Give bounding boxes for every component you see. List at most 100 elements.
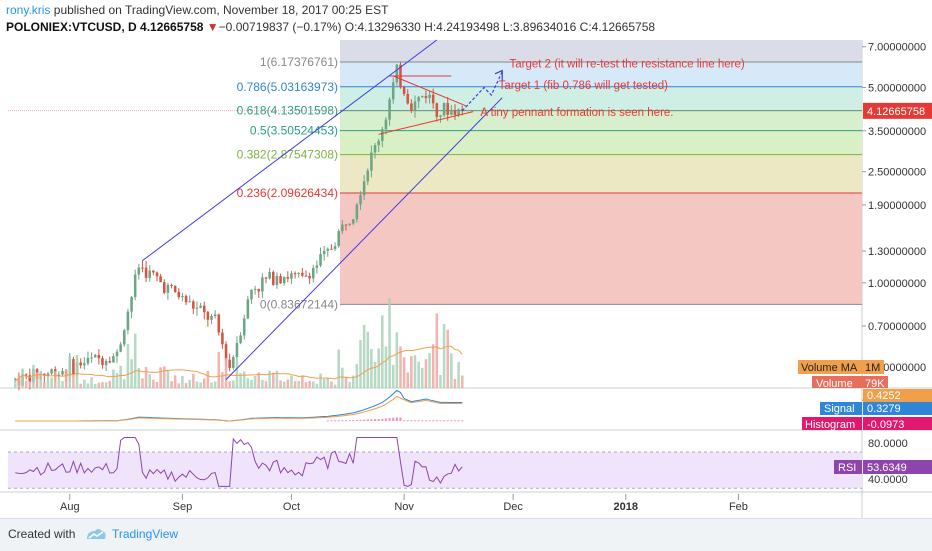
volume-bar — [35, 372, 39, 388]
price-axis-label: 7.00000000 — [868, 42, 926, 54]
candle-body — [224, 344, 228, 360]
last-price-tag-label: 4.12665758 — [867, 106, 925, 118]
candle-body — [330, 248, 333, 250]
candle-body — [253, 288, 257, 290]
candle-body — [406, 94, 410, 104]
candle-body — [268, 272, 271, 279]
volume-bar — [115, 373, 119, 388]
annotation-target-2: Target 2 (it will re-test the resistance… — [509, 58, 744, 70]
volume-bar — [61, 381, 64, 388]
candle-body — [184, 296, 188, 303]
publisher-username[interactable]: rony.kris — [6, 3, 51, 17]
candle-body — [192, 301, 195, 309]
volume-bar — [126, 343, 130, 388]
candle-body — [351, 219, 355, 224]
candle-body — [93, 355, 97, 358]
volume-bar — [162, 366, 166, 388]
channel-upper-line — [142, 39, 438, 262]
publish-info: published on TradingView.com, November 1… — [50, 3, 389, 17]
candle-body — [388, 99, 391, 120]
candle-body — [206, 312, 210, 320]
macd-histogram-bar — [432, 420, 435, 422]
volume-bar — [75, 354, 79, 388]
candle-body — [290, 273, 293, 279]
candle-body — [355, 204, 359, 220]
volume-bar — [90, 377, 93, 388]
volume-bar — [381, 315, 384, 388]
price-axis-label: 2.50000000 — [868, 167, 926, 179]
volume-bar — [32, 365, 35, 388]
volume-bar — [192, 373, 195, 388]
candle-body — [431, 94, 435, 104]
signal-value: 0.3279 — [867, 403, 901, 415]
candle-body — [152, 270, 155, 273]
volume-bar — [188, 379, 191, 388]
volume-bar — [261, 379, 264, 388]
volume-bar — [97, 382, 101, 388]
candle-body — [126, 311, 130, 331]
candle-body — [413, 101, 417, 111]
volume-bar — [359, 340, 362, 388]
candle-body — [301, 272, 304, 276]
volume-bar — [399, 346, 402, 388]
volume-bar — [439, 375, 442, 388]
candle-body — [381, 129, 384, 141]
last-price-tag — [863, 102, 932, 119]
macd-histogram-bar — [370, 419, 373, 421]
candle-body — [319, 254, 322, 266]
candle-body — [446, 103, 449, 115]
histogram-value-tag — [863, 417, 932, 430]
candle-body — [366, 170, 370, 182]
volume-bar — [311, 381, 315, 388]
last-price: 4.12665758 — [140, 20, 204, 34]
volume-bar — [460, 375, 464, 388]
time-axis-label: Sep — [173, 501, 193, 513]
macd-histogram-bar — [428, 420, 431, 422]
candle-body — [282, 277, 286, 284]
candle-body — [173, 285, 177, 292]
macd-histogram-bar — [424, 420, 428, 422]
candle-body — [442, 103, 446, 116]
macd-histogram-bar — [450, 420, 453, 422]
candle-body — [155, 272, 159, 277]
candle-body — [341, 224, 344, 232]
volume-bar — [112, 369, 115, 388]
candle-body — [72, 359, 75, 375]
volume-bar — [170, 381, 173, 388]
annotation-pennant: A tiny pennant formation is seen here. — [480, 107, 673, 119]
chart-canvas[interactable]: 1(6.17376761) 0.786(5.03163973) 0.618(4.13… — [0, 0, 932, 518]
fib-band-top — [340, 40, 862, 62]
volume-bar — [406, 372, 410, 388]
price-axis-label: 0.70000000 — [868, 321, 926, 333]
candle-body — [133, 274, 137, 297]
candle-body — [97, 355, 101, 359]
tradingview-brand[interactable]: TradingView — [112, 527, 179, 541]
volume-bar — [159, 367, 162, 388]
time-axis-label: 2018 — [614, 501, 638, 513]
footer-bar: Created with TradingView — [0, 518, 932, 551]
volume-bar — [133, 333, 137, 388]
candle-body — [177, 291, 181, 298]
volume-bar — [24, 380, 28, 388]
candle-body — [384, 119, 388, 130]
macd-value-label: 0.4252 — [867, 390, 901, 402]
candle-body — [188, 301, 191, 303]
candle-body — [242, 318, 246, 336]
candle-body — [362, 181, 366, 196]
volume-bar — [228, 381, 231, 388]
volume-bar — [123, 379, 126, 388]
candle-body — [213, 314, 217, 317]
fib-level-label: 0.382(2.87547308) — [237, 148, 338, 162]
price-change: −0.00719837 (−0.17%) — [218, 20, 342, 34]
volume-bar — [202, 378, 206, 388]
volume-bar — [442, 324, 446, 388]
volume-bar — [104, 382, 108, 388]
volume-bar — [424, 359, 428, 388]
candle-body — [13, 378, 17, 380]
volume-bar — [232, 380, 235, 388]
volume-bar — [337, 349, 340, 388]
candle-body — [450, 109, 453, 115]
volume-ma-label: Volume MA — [801, 362, 858, 374]
candle-body — [101, 358, 104, 366]
candle-body — [395, 64, 399, 83]
